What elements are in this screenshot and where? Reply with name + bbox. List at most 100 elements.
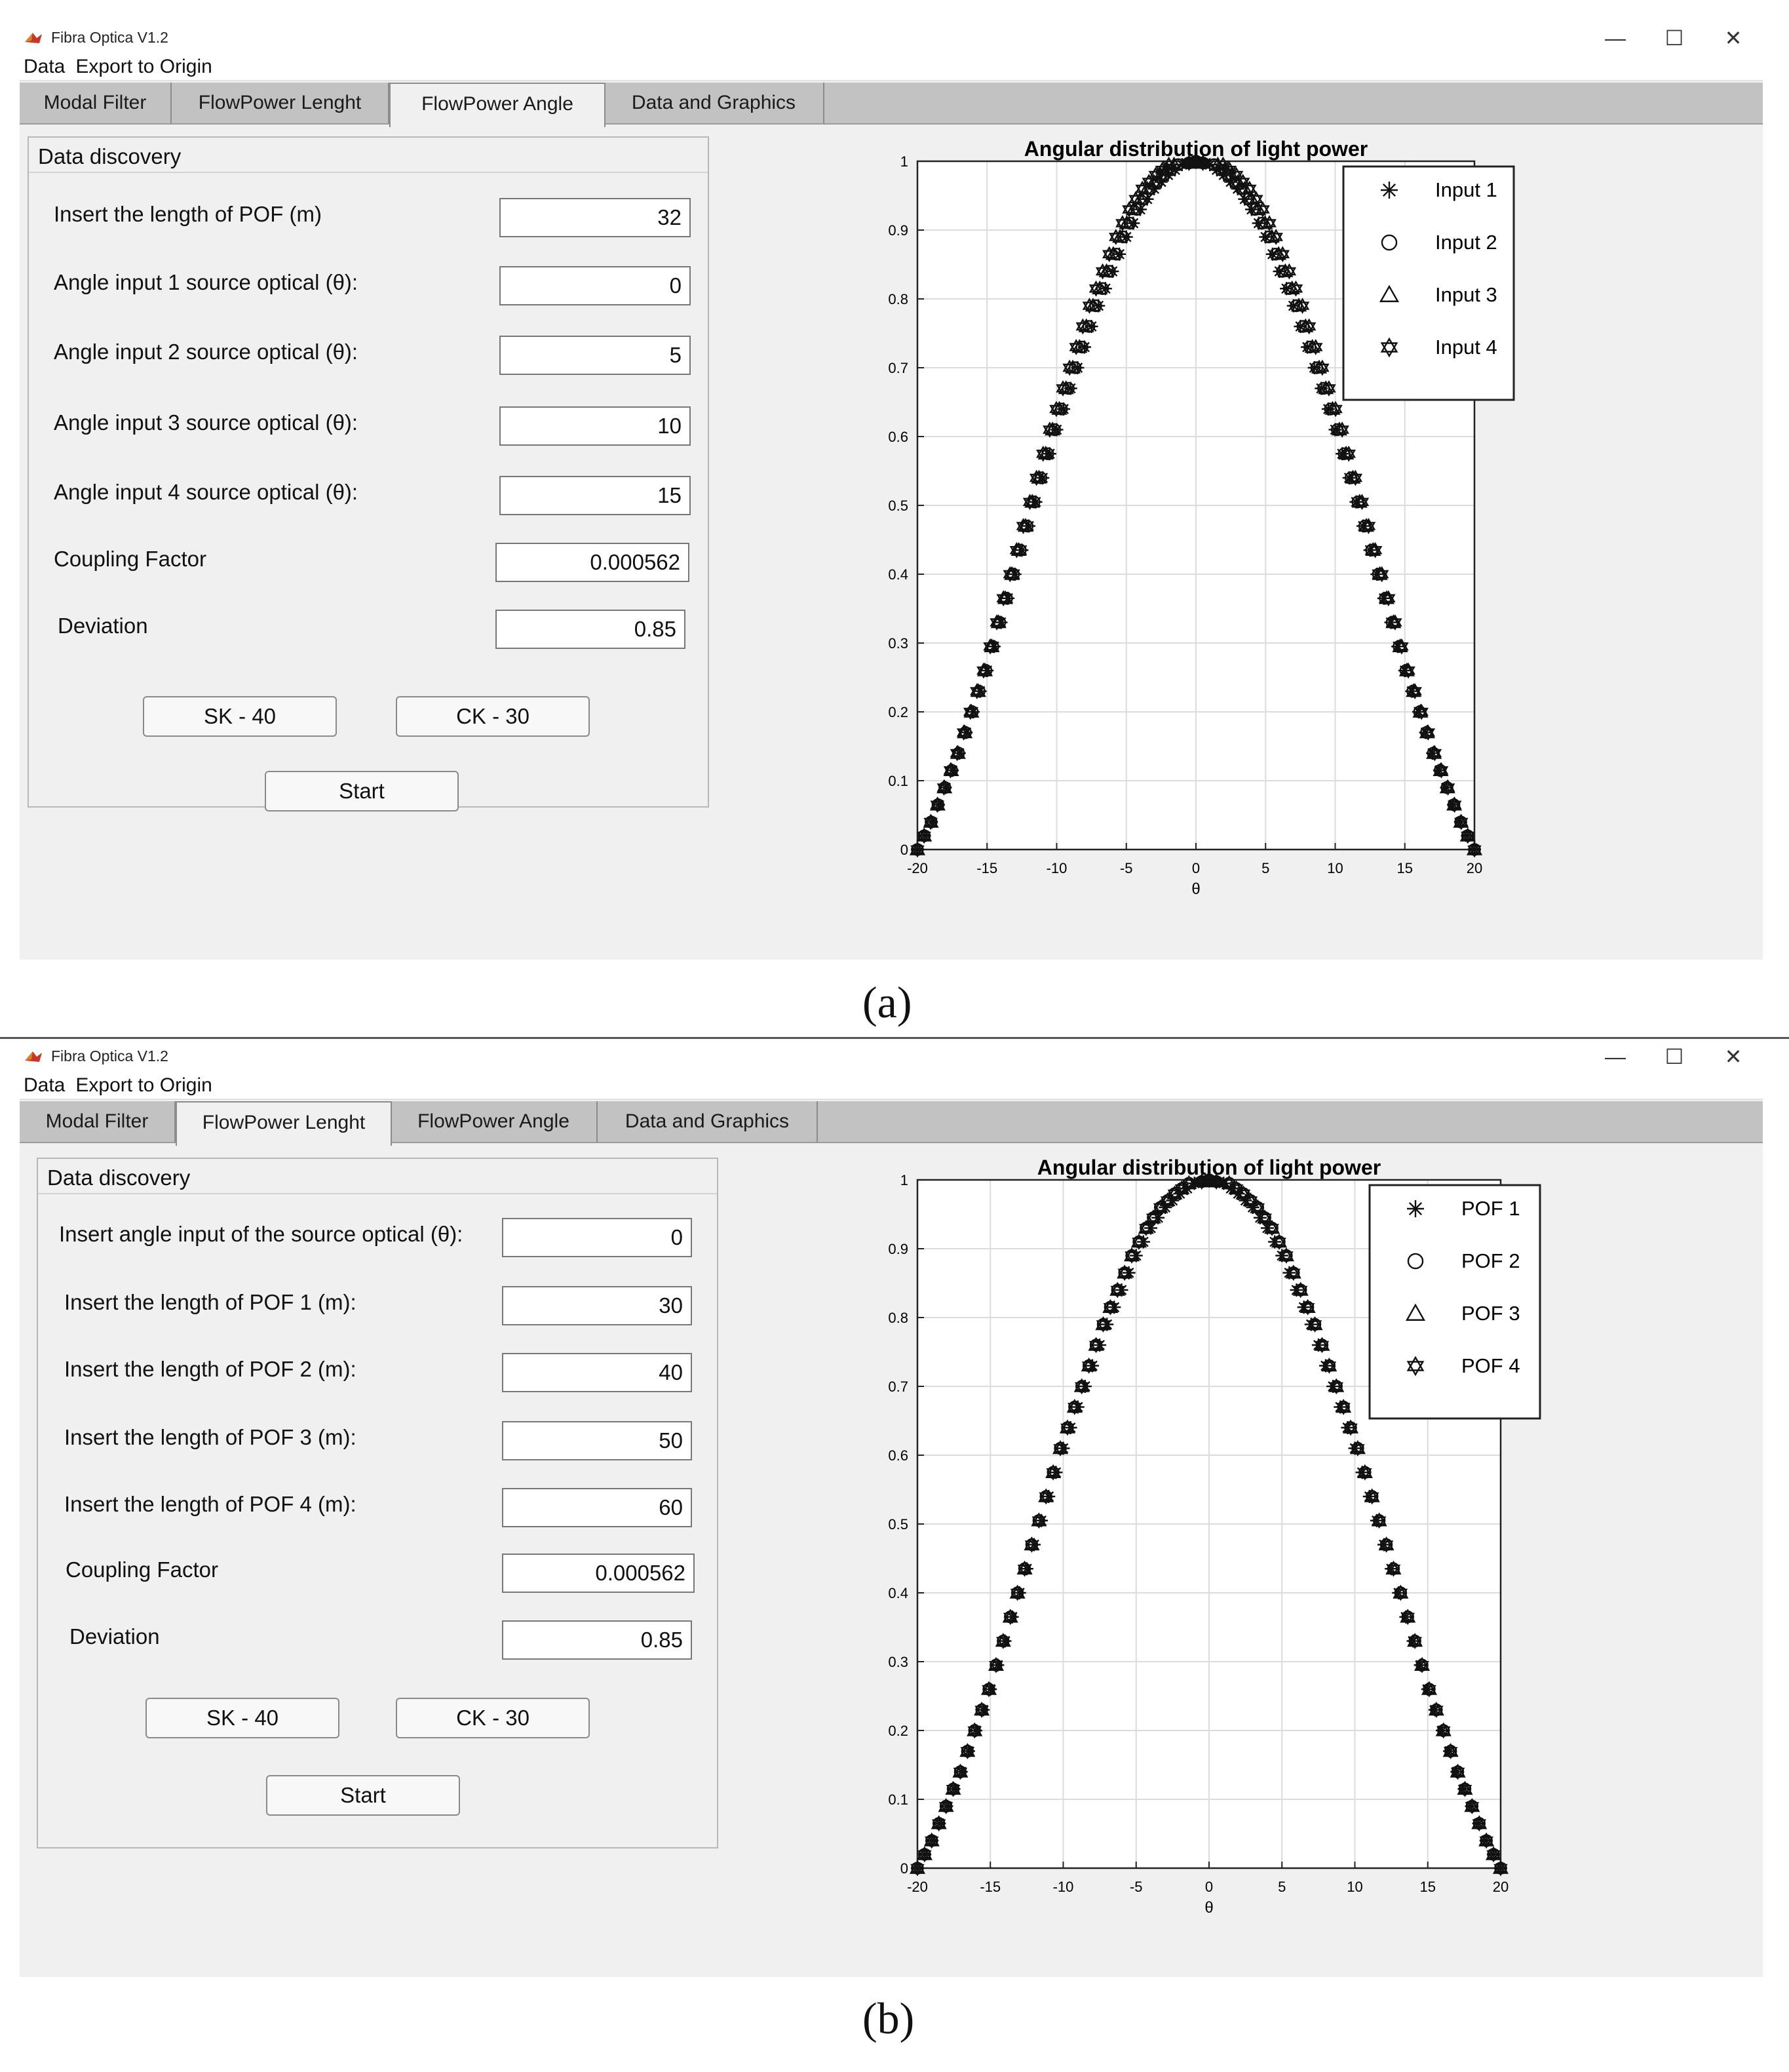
y-tick-label: 0.6 <box>888 1447 908 1464</box>
tab-flowpower-angle[interactable]: FlowPower Angle <box>391 1101 598 1142</box>
deviation-input[interactable]: 0.85 <box>495 610 685 649</box>
legend-marker <box>1381 234 1398 251</box>
y-tick-label: 0.8 <box>888 1310 908 1326</box>
series-4 <box>910 1171 1508 1877</box>
close-button[interactable]: ✕ <box>1724 26 1742 50</box>
data-point <box>1125 1247 1139 1264</box>
legend-marker <box>1381 182 1398 199</box>
ck-30-button[interactable]: CK - 30 <box>396 696 590 737</box>
data-point <box>1074 1378 1089 1395</box>
maximize-button[interactable]: ☐ <box>1664 1045 1684 1068</box>
title-bar: Fibra Optica V1.2 — ☐ ✕ <box>20 24 1763 54</box>
data-point <box>1315 1337 1330 1354</box>
data-point <box>1078 318 1094 332</box>
x-axis-label: θ <box>1204 1899 1213 1917</box>
data-point <box>923 813 938 831</box>
legend-label: Input 3 <box>1435 283 1497 306</box>
window-title: Fibra Optica V1.2 <box>51 1047 168 1065</box>
data-point <box>1295 298 1310 314</box>
data-point <box>1195 155 1210 172</box>
data-point <box>1364 1488 1379 1505</box>
minimize-button[interactable]: — <box>1605 26 1626 50</box>
pof-length-input[interactable]: 32 <box>499 198 691 237</box>
angular-distribution-chart-b: -20 -15 -10 -5 0 5 10 15 20 0 0.1 0.2 0.3 0.4 0.5 0.6 0.… <box>888 1156 1541 1917</box>
menu-data[interactable]: Data <box>24 1074 66 1096</box>
data-point <box>1022 494 1037 511</box>
y-tick-label: 0.5 <box>888 1516 908 1533</box>
data-point <box>963 703 978 720</box>
data-point <box>1265 1220 1279 1236</box>
tab-modal-filter[interactable]: Modal Filter <box>20 1101 176 1142</box>
data-point <box>1035 445 1050 462</box>
pof-4-length-input[interactable]: 60 <box>502 1488 692 1527</box>
menu-export-to-origin[interactable]: Export to Origin <box>75 56 212 77</box>
field-label: Angle input 1 source optical (θ): <box>54 270 358 294</box>
tab-flowpower-lenght[interactable]: FlowPower Lenght <box>172 83 389 123</box>
source-angle-input[interactable]: 0 <box>502 1218 692 1257</box>
legend-marker <box>1380 337 1398 358</box>
y-tick-label: 0.8 <box>888 291 908 307</box>
y-tick-label: 0 <box>900 842 908 858</box>
tab-data-and-graphics[interactable]: Data and Graphics <box>604 83 824 123</box>
x-tick-label: -20 <box>907 1879 928 1895</box>
data-point <box>1322 1358 1337 1374</box>
menu-export-to-origin[interactable]: Export to Origin <box>75 1074 212 1096</box>
y-tick-label: 0.1 <box>888 1791 908 1808</box>
pof-3-length-input[interactable]: 50 <box>502 1421 692 1460</box>
data-point <box>1110 1281 1125 1299</box>
menu-data[interactable]: Data <box>24 56 66 77</box>
data-point <box>1422 1681 1436 1698</box>
field-label: Insert the length of POF (m) <box>54 202 322 226</box>
angle-input-1[interactable]: 0 <box>499 266 691 305</box>
caption-a: (a) <box>862 977 912 1027</box>
data-point <box>1037 445 1054 459</box>
data-point <box>1286 1264 1301 1281</box>
angular-distribution-chart-a: -20 -15 -10 -5 0 5 10 15 20 0 0.1 0.2 0.3 0.4 0.5 0.6 0.… <box>888 137 1515 898</box>
data-point <box>1341 445 1356 462</box>
deviation-input[interactable]: 0.85 <box>502 1620 692 1660</box>
minimize-button[interactable]: — <box>1605 1045 1626 1068</box>
data-point <box>1381 590 1396 607</box>
data-point <box>1272 1234 1286 1250</box>
sk-40-button[interactable]: SK - 40 <box>143 696 337 737</box>
data-point <box>1415 1656 1429 1673</box>
data-point <box>1265 247 1279 261</box>
start-button[interactable]: Start <box>265 771 459 811</box>
sk-40-button[interactable]: SK - 40 <box>145 1698 339 1738</box>
data-point <box>1262 215 1277 231</box>
tab-flowpower-angle[interactable]: FlowPower Angle <box>389 83 606 127</box>
angle-input-4[interactable]: 15 <box>499 476 691 515</box>
data-point <box>1060 1419 1075 1436</box>
tab-modal-filter[interactable]: Modal Filter <box>20 83 172 123</box>
angle-input-2[interactable]: 5 <box>499 336 691 375</box>
data-point <box>1009 541 1024 558</box>
data-point <box>1365 541 1381 556</box>
data-point <box>1479 1832 1493 1849</box>
data-point <box>1098 263 1115 277</box>
close-button[interactable]: ✕ <box>1724 1045 1742 1068</box>
data-point <box>989 1656 1003 1673</box>
data-point <box>990 614 1004 631</box>
pof-1-length-input[interactable]: 30 <box>502 1286 692 1325</box>
maximize-button[interactable]: ☐ <box>1664 26 1684 50</box>
start-button[interactable]: Start <box>266 1775 460 1816</box>
data-point <box>1056 380 1070 397</box>
data-point <box>1443 1743 1458 1759</box>
y-tick-label: 0.7 <box>888 360 908 376</box>
y-tick-label: 0.7 <box>888 1378 908 1395</box>
data-point <box>1257 215 1273 229</box>
coupling-factor-input[interactable]: 0.000562 <box>502 1554 695 1593</box>
field-label: Angle input 2 source optical (θ): <box>54 340 358 364</box>
ck-30-button[interactable]: CK - 30 <box>396 1698 590 1738</box>
data-point <box>996 1633 1010 1649</box>
tab-flowpower-lenght[interactable]: FlowPower Lenght <box>176 1101 392 1146</box>
data-point <box>1016 518 1031 534</box>
legend-box <box>1342 165 1515 401</box>
data-point <box>1249 191 1263 208</box>
coupling-factor-input[interactable]: 0.000562 <box>495 543 689 582</box>
angle-input-3[interactable]: 10 <box>499 406 691 446</box>
pof-2-length-input[interactable]: 40 <box>502 1353 692 1392</box>
data-point <box>1115 215 1130 231</box>
legend-marker <box>1407 1253 1424 1270</box>
tab-data-and-graphics[interactable]: Data and Graphics <box>598 1101 818 1142</box>
